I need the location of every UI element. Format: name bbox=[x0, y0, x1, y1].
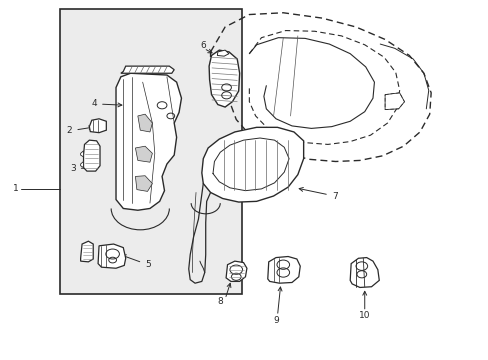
Polygon shape bbox=[138, 114, 152, 132]
Text: 1: 1 bbox=[13, 184, 19, 193]
Polygon shape bbox=[81, 151, 83, 157]
Polygon shape bbox=[135, 146, 152, 162]
FancyBboxPatch shape bbox=[60, 9, 242, 294]
Polygon shape bbox=[121, 66, 174, 73]
Polygon shape bbox=[116, 73, 181, 210]
Text: 3: 3 bbox=[70, 164, 95, 173]
Polygon shape bbox=[349, 257, 379, 288]
Polygon shape bbox=[81, 241, 93, 262]
Text: 9: 9 bbox=[273, 316, 278, 325]
Text: 5: 5 bbox=[122, 255, 151, 269]
Text: 10: 10 bbox=[358, 311, 370, 320]
Polygon shape bbox=[83, 140, 100, 171]
Polygon shape bbox=[98, 244, 125, 268]
Polygon shape bbox=[202, 127, 303, 202]
Polygon shape bbox=[225, 261, 246, 282]
Polygon shape bbox=[385, 93, 404, 109]
Polygon shape bbox=[135, 176, 152, 192]
Polygon shape bbox=[267, 257, 300, 283]
Text: 7: 7 bbox=[299, 188, 337, 201]
Text: 4: 4 bbox=[91, 99, 122, 108]
Text: 6: 6 bbox=[200, 41, 206, 50]
Polygon shape bbox=[209, 50, 239, 107]
Text: 2: 2 bbox=[67, 126, 93, 135]
Polygon shape bbox=[89, 119, 106, 133]
Polygon shape bbox=[81, 162, 83, 167]
Text: 8: 8 bbox=[217, 297, 222, 306]
Polygon shape bbox=[217, 50, 228, 56]
